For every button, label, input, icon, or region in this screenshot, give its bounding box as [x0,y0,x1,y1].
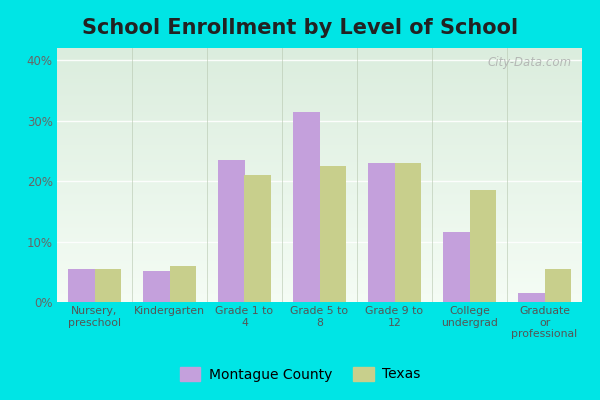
Bar [443,232,470,302]
Bar [368,163,395,302]
Bar [170,266,196,302]
Bar [545,269,571,302]
Bar [245,175,271,302]
Bar [68,269,95,302]
Bar [320,166,346,302]
Legend: Montague County, Texas: Montague County, Texas [174,361,426,387]
Bar [143,270,170,302]
Bar [95,269,121,302]
Text: City-Data.com: City-Data.com [487,56,571,69]
Bar [518,293,545,302]
Bar [218,160,245,302]
Text: School Enrollment by Level of School: School Enrollment by Level of School [82,18,518,38]
Bar [470,190,496,302]
Bar [293,112,320,302]
Bar [395,163,421,302]
